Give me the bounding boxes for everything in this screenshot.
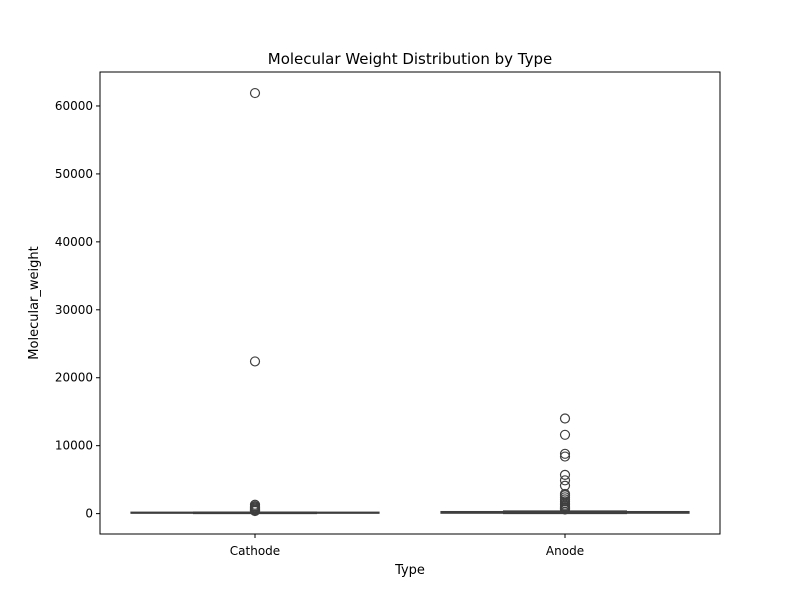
outlier-point xyxy=(249,356,261,367)
x-axis: Cathode Anode xyxy=(230,534,584,558)
outlier-point xyxy=(249,87,261,99)
plot-area xyxy=(130,87,690,517)
outlier-point xyxy=(559,475,571,486)
y-tick-label: 10000 xyxy=(55,439,93,453)
y-tick-label: 60000 xyxy=(55,99,93,113)
y-axis: 0 10000 20000 30000 40000 50000 60000 xyxy=(55,99,100,521)
x-tick-label: Anode xyxy=(546,544,584,558)
outlier-point xyxy=(559,413,571,424)
y-tick-label: 0 xyxy=(85,507,93,521)
outlier-point xyxy=(559,448,571,459)
chart-title: Molecular Weight Distribution by Type xyxy=(268,50,553,68)
box-group-anode xyxy=(440,413,690,515)
axes-frame xyxy=(99,71,721,535)
y-tick-label: 30000 xyxy=(55,303,93,317)
y-tick-label: 40000 xyxy=(55,235,93,249)
box-group-cathode xyxy=(130,87,380,517)
y-axis-label: Molecular_weight xyxy=(27,246,42,359)
x-tick-label: Cathode xyxy=(230,544,280,558)
outlier-point xyxy=(559,451,571,462)
outlier-point xyxy=(249,505,261,517)
outlier-point xyxy=(559,504,571,515)
y-tick-label: 50000 xyxy=(55,167,93,181)
outlier-point xyxy=(559,469,571,480)
x-axis-label: Type xyxy=(394,563,425,578)
y-tick-label: 20000 xyxy=(55,371,93,385)
outlier-point xyxy=(559,429,571,440)
